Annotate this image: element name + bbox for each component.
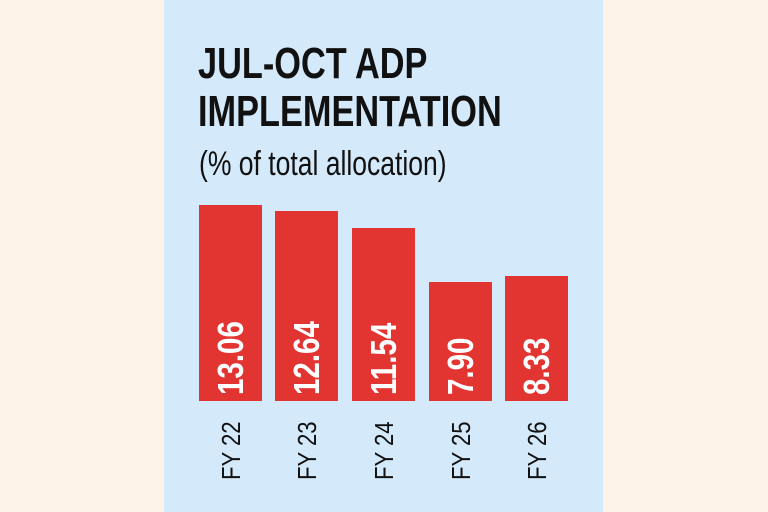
bar-fy26: 8.33	[505, 276, 568, 401]
x-axis-tick-label: FY 25	[445, 421, 476, 480]
bar-value-label: 11.54	[362, 322, 404, 395]
bar-fy23: 12.64	[275, 211, 338, 401]
bar-value-label: 8.33	[515, 337, 557, 395]
category-label-container: FY 23	[275, 410, 338, 490]
chart-title-line-2: IMPLEMENTATION	[198, 87, 502, 136]
chart-title-line-1: JUL-OCT ADP	[198, 39, 428, 88]
bar-fy25: 7.90	[429, 282, 492, 401]
chart-subtitle: (% of total allocation)	[199, 145, 447, 183]
x-axis-tick-label: FY 26	[521, 421, 552, 480]
bar-fy22: 13.06	[199, 205, 262, 401]
chart-title: JUL-OCT ADP IMPLEMENTATION	[198, 40, 502, 136]
category-label-container: FY 26	[505, 410, 568, 490]
bar-value-label: 7.90	[439, 337, 481, 395]
category-label-container: FY 24	[352, 410, 415, 490]
x-axis-tick-label: FY 23	[291, 421, 322, 480]
x-axis-tick-label: FY 24	[368, 421, 399, 480]
bar-value-label: 13.06	[209, 321, 251, 395]
x-axis-tick-label: FY 22	[215, 421, 246, 480]
bar-value-label: 12.64	[285, 321, 327, 395]
category-label-container: FY 22	[199, 410, 262, 490]
bar-fy24: 11.54	[352, 228, 415, 401]
category-label-container: FY 25	[429, 410, 492, 490]
